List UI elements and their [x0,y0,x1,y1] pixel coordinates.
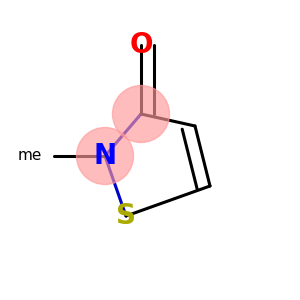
Text: S: S [116,202,136,230]
Text: O: O [129,31,153,59]
Text: N: N [93,142,117,170]
Circle shape [76,128,134,184]
Text: me: me [18,148,42,164]
Circle shape [112,85,170,142]
